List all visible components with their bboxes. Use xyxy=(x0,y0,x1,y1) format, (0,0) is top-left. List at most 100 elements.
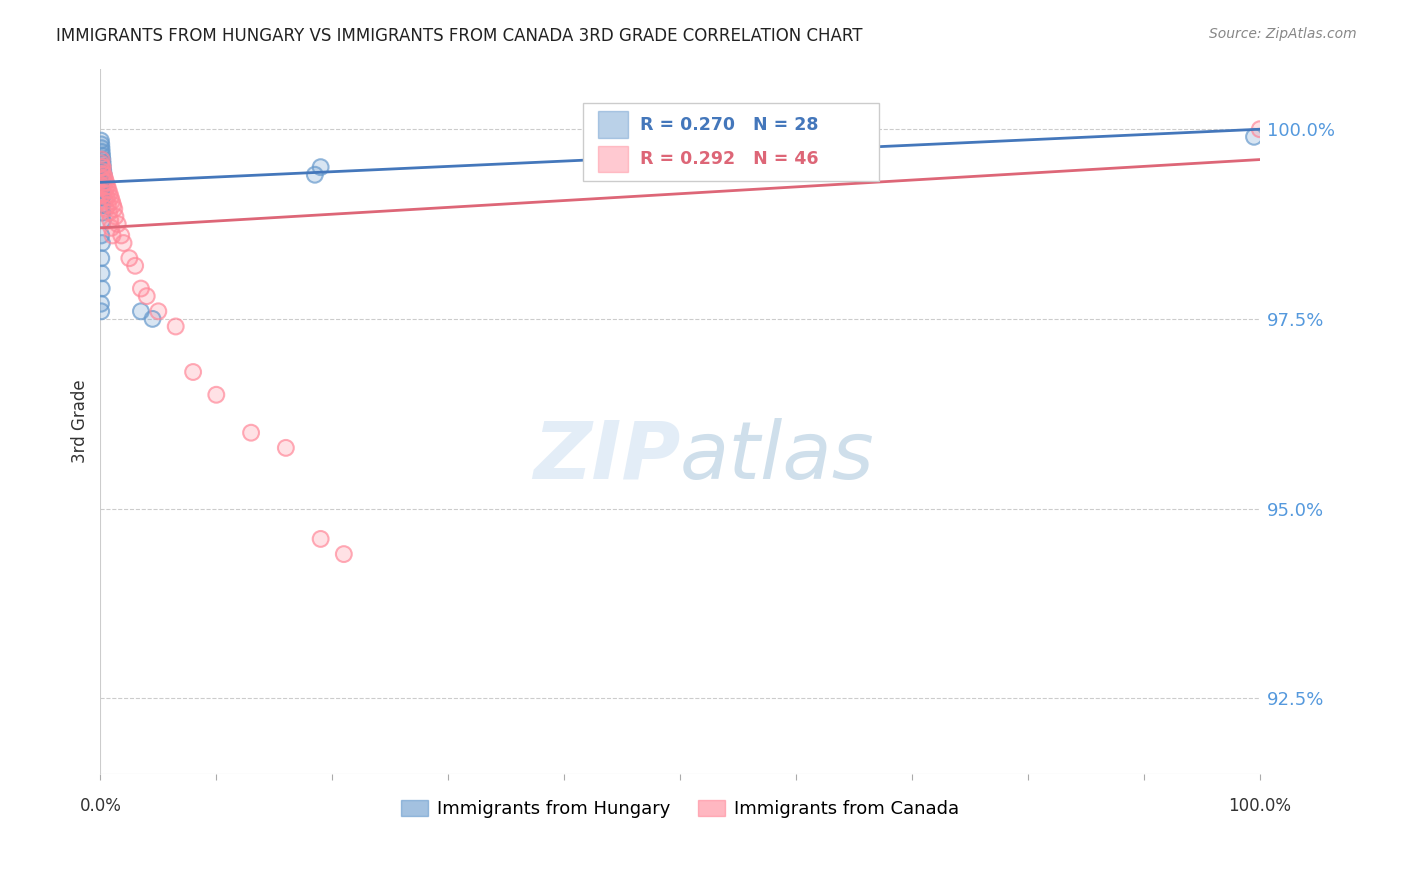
Point xyxy=(90,296,112,310)
Point xyxy=(104,210,127,224)
Point xyxy=(91,213,114,227)
Point xyxy=(98,186,121,201)
Point xyxy=(107,217,129,231)
Point xyxy=(274,441,297,455)
Point xyxy=(110,228,132,243)
Point xyxy=(94,183,117,197)
Point xyxy=(98,213,121,227)
Text: ZIP: ZIP xyxy=(533,417,681,496)
Point xyxy=(181,365,204,379)
Point xyxy=(101,198,124,212)
Point xyxy=(90,134,112,148)
Point xyxy=(181,365,204,379)
Point xyxy=(90,251,112,265)
Point xyxy=(94,183,117,197)
Point xyxy=(124,259,146,273)
Point xyxy=(91,153,114,167)
Point xyxy=(129,281,152,295)
Point xyxy=(91,168,114,182)
Point xyxy=(90,266,112,280)
Text: 0.0%: 0.0% xyxy=(79,797,121,815)
Point xyxy=(91,213,114,227)
Point xyxy=(90,145,112,159)
Point xyxy=(112,235,135,250)
Point xyxy=(93,168,115,182)
Point xyxy=(94,194,117,209)
Text: IMMIGRANTS FROM HUNGARY VS IMMIGRANTS FROM CANADA 3RD GRADE CORRELATION CHART: IMMIGRANTS FROM HUNGARY VS IMMIGRANTS FR… xyxy=(56,27,863,45)
Point xyxy=(94,202,117,216)
Point xyxy=(93,175,115,189)
Point xyxy=(90,153,112,167)
Point xyxy=(90,198,112,212)
Point xyxy=(91,149,114,163)
Point xyxy=(94,171,117,186)
Point xyxy=(91,164,114,178)
Point xyxy=(94,171,117,186)
Point xyxy=(309,160,332,174)
Point xyxy=(96,190,118,204)
Point xyxy=(90,190,112,204)
Point xyxy=(94,194,117,209)
Point xyxy=(91,179,114,194)
Point xyxy=(1243,129,1265,144)
Point xyxy=(309,532,332,546)
Point xyxy=(304,168,326,182)
Point xyxy=(1249,122,1271,136)
Point xyxy=(205,388,228,402)
Point xyxy=(96,179,118,194)
Point xyxy=(91,205,114,219)
Point xyxy=(93,175,115,189)
Point xyxy=(94,202,117,216)
Point xyxy=(90,141,112,155)
Point xyxy=(90,145,112,159)
Point xyxy=(100,220,122,235)
Point xyxy=(91,235,114,250)
Point xyxy=(240,425,263,440)
Point xyxy=(93,168,115,182)
Point xyxy=(90,164,112,178)
Point xyxy=(96,179,118,194)
Point xyxy=(93,186,115,201)
Point xyxy=(91,179,114,194)
Point xyxy=(118,251,141,265)
Point xyxy=(274,441,297,455)
Point xyxy=(90,198,112,212)
Point xyxy=(98,205,121,219)
Point xyxy=(97,183,120,197)
Point xyxy=(101,194,124,209)
Point xyxy=(141,312,163,326)
Point xyxy=(90,251,112,265)
Point xyxy=(129,281,152,295)
Point xyxy=(118,251,141,265)
Point xyxy=(90,304,112,318)
Point xyxy=(90,183,112,197)
Point xyxy=(100,220,122,235)
Point xyxy=(91,160,114,174)
Point xyxy=(309,160,332,174)
Point xyxy=(91,160,114,174)
Point xyxy=(91,160,114,174)
Point xyxy=(90,296,112,310)
Point xyxy=(101,198,124,212)
Point xyxy=(90,153,112,167)
Point xyxy=(90,134,112,148)
Point xyxy=(100,190,122,204)
Point xyxy=(100,190,122,204)
Point xyxy=(240,425,263,440)
Point xyxy=(94,175,117,189)
Point xyxy=(112,235,135,250)
Point xyxy=(124,259,146,273)
Point xyxy=(333,547,356,561)
Point xyxy=(90,164,112,178)
Point xyxy=(90,228,112,243)
Point xyxy=(91,160,114,174)
Point xyxy=(90,304,112,318)
Point xyxy=(91,168,114,182)
Y-axis label: 3rd Grade: 3rd Grade xyxy=(72,379,89,463)
Point xyxy=(91,160,114,174)
Point xyxy=(97,198,120,212)
Point xyxy=(97,198,120,212)
Point xyxy=(91,153,114,167)
Point xyxy=(135,289,157,303)
Point xyxy=(333,547,356,561)
